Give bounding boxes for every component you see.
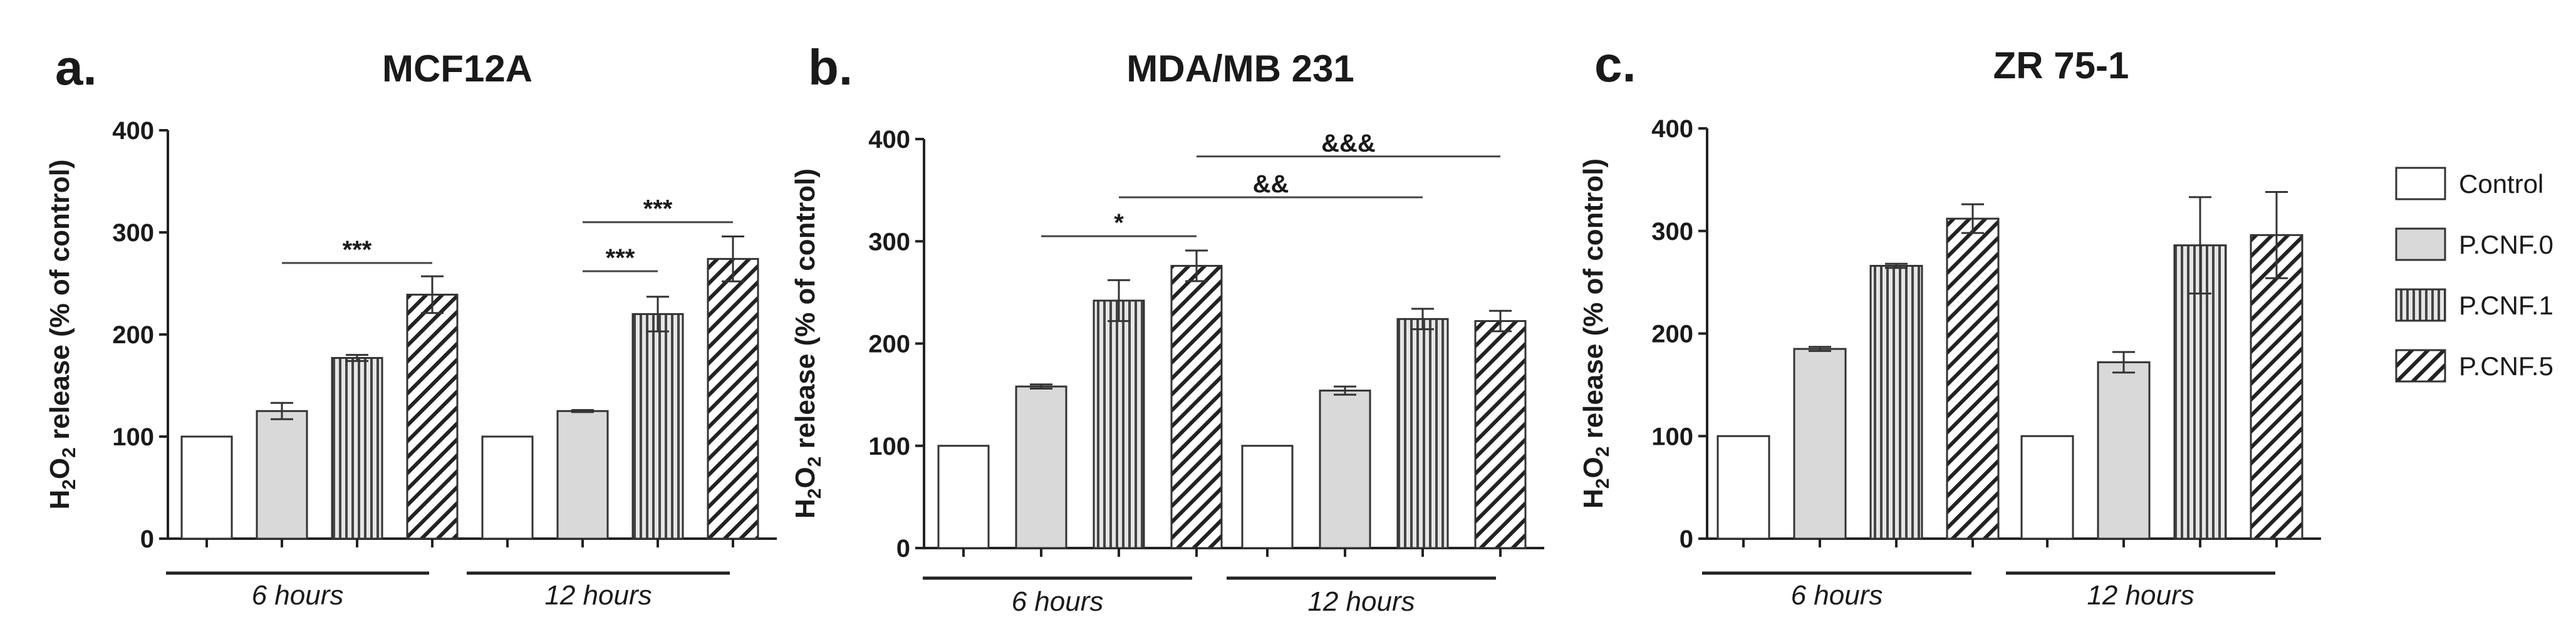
bar-p-cnf-1-12h: [631, 313, 684, 540]
y-axis-label: H2O2 release (% of control): [790, 168, 825, 519]
group-label: 12 hours: [544, 580, 652, 611]
y-tick-label: 0: [140, 526, 154, 553]
y-tick-label: 400: [868, 126, 910, 153]
legend-label: P.CNF.1: [2459, 291, 2553, 320]
bar-p-cnf-1-6h: [1093, 299, 1145, 549]
panel-3: c. ZR 75-1 H2O2 release (% of control) 0 100…: [1578, 36, 2321, 611]
y-tick-label: 300: [868, 228, 910, 256]
significance-label: ***: [343, 236, 372, 264]
panel-letter: b.: [808, 39, 853, 95]
y-tick-label: 200: [868, 331, 910, 358]
legend-swatch: [2395, 167, 2446, 200]
y-tick-label: 400: [1651, 115, 1693, 143]
bar-p-cnf-5-12h: [1474, 320, 1527, 549]
bar-control-6h: [180, 435, 233, 540]
group-label: 6 hours: [1791, 580, 1883, 611]
panel-1: a. MCF12A H2O2 release (% of control) 0 100 2…: [44, 39, 777, 611]
bar-p-cnf-0-6h: [1015, 385, 1067, 549]
y-axis-label: H2O2 release (% of control): [44, 159, 80, 509]
y-tick-label: 100: [112, 423, 154, 451]
legend: Control P.CNF.0 P.CNF.1 P.CNF.5: [2395, 167, 2553, 383]
group-label: 6 hours: [1012, 586, 1104, 617]
significance-label: ***: [643, 195, 673, 223]
bar-control-6h: [1716, 435, 1770, 540]
bar-p-cnf-5-6h: [1946, 217, 2000, 540]
panel-letter: c.: [1594, 36, 1636, 92]
y-tick-label: 200: [112, 321, 154, 349]
bar-control-12h: [1241, 445, 1294, 549]
bar-p-cnf-1-6h: [331, 356, 383, 540]
bar-p-cnf-0-12h: [1319, 390, 1371, 549]
bar-p-cnf-0-6h: [256, 410, 308, 540]
group-label: 12 hours: [1307, 586, 1415, 617]
panel-title: MDA/MB 231: [1126, 48, 1354, 90]
legend-label: P.CNF.0: [2459, 230, 2553, 259]
significance-label: *: [1114, 209, 1124, 237]
legend-label: Control: [2459, 169, 2543, 199]
panel-letter: a.: [55, 39, 97, 95]
legend-label: P.CNF.5: [2459, 351, 2553, 381]
significance-label: ***: [606, 244, 635, 272]
y-tick-label: 100: [868, 433, 910, 460]
y-axis-label: H2O2 release (% of control): [1578, 158, 1613, 509]
y-tick-label: 300: [1651, 218, 1693, 246]
bar-p-cnf-5-6h: [406, 293, 459, 540]
y-tick-label: 100: [1651, 423, 1693, 450]
y-tick-label: 200: [1651, 321, 1693, 348]
bar-p-cnf-0-6h: [1793, 348, 1847, 540]
group-label: 12 hours: [2087, 580, 2194, 611]
bar-p-cnf-5-6h: [1170, 264, 1223, 549]
legend-swatch: [2395, 227, 2446, 261]
group-label: 6 hours: [252, 580, 344, 611]
panel-2: b. MDA/MB 231 H2O2 release (% of control) 0…: [790, 39, 1544, 617]
significance-label: &&: [1253, 170, 1289, 198]
bar-p-cnf-5-12h: [707, 257, 759, 540]
bar-control-6h: [937, 445, 990, 549]
bar-p-cnf-1-6h: [1869, 264, 1923, 540]
y-tick-label: 300: [112, 219, 154, 247]
legend-swatch: [2395, 288, 2446, 322]
bar-control-12h: [481, 435, 534, 540]
bar-control-12h: [2020, 435, 2074, 540]
panel-title: ZR 75-1: [1993, 44, 2129, 86]
panel-title: MCF12A: [382, 48, 532, 90]
significance-label: &&&: [1321, 130, 1376, 157]
bar-p-cnf-5-12h: [2250, 234, 2303, 540]
bar-p-cnf-0-12h: [556, 410, 609, 540]
y-tick-label: 0: [896, 535, 910, 562]
y-tick-label: 0: [1680, 526, 1693, 553]
bar-p-cnf-0-12h: [2097, 361, 2151, 540]
legend-swatch: [2395, 349, 2446, 383]
y-tick-label: 400: [112, 117, 154, 145]
bar-p-cnf-1-12h: [1396, 318, 1449, 549]
